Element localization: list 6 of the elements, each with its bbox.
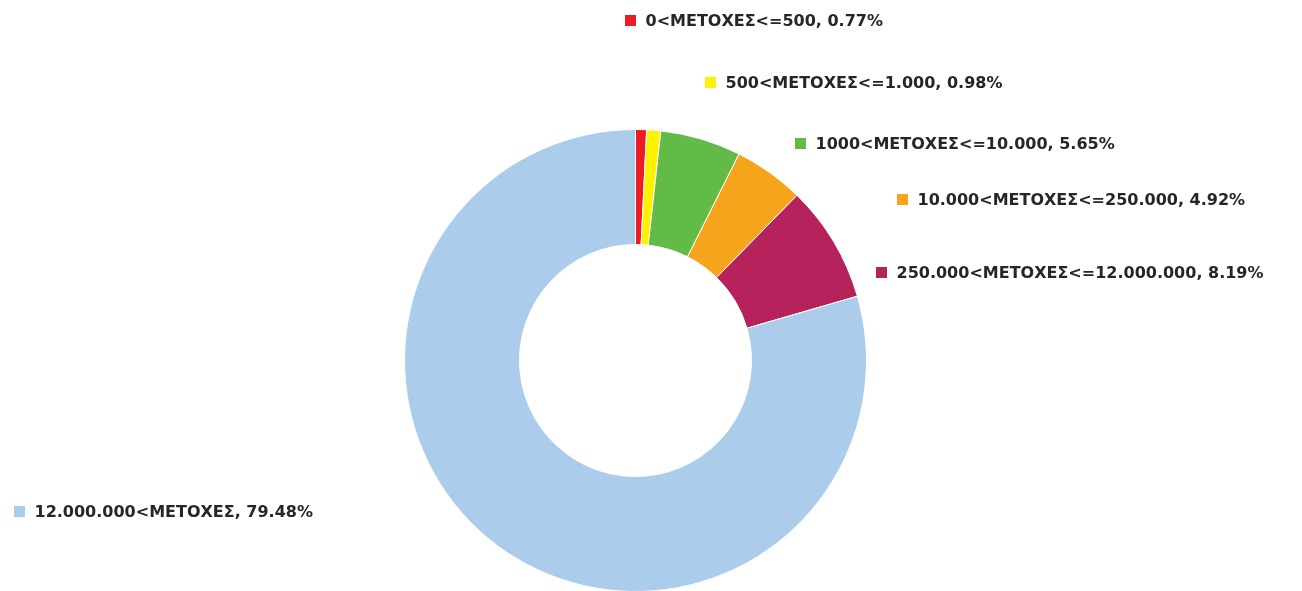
legend-label: 12.000.000<ΜΕΤΟΧΕΣ, 79.48%	[34, 502, 313, 521]
legend-label: 500<ΜΕΤΟΧΕΣ<=1.000, 0.98%	[725, 73, 1003, 92]
legend-label: 1000<ΜΕΤΟΧΕΣ<=10.000, 5.65%	[815, 134, 1115, 153]
legend-label: 10.000<ΜΕΤΟΧΕΣ<=250.000, 4.92%	[917, 190, 1246, 209]
legend-label: 250.000<ΜΕΤΟΧΕΣ<=12.000.000, 8.19%	[896, 263, 1264, 282]
legend-label: 0<ΜΕΤΟΧΕΣ<=500, 0.77%	[645, 11, 883, 30]
